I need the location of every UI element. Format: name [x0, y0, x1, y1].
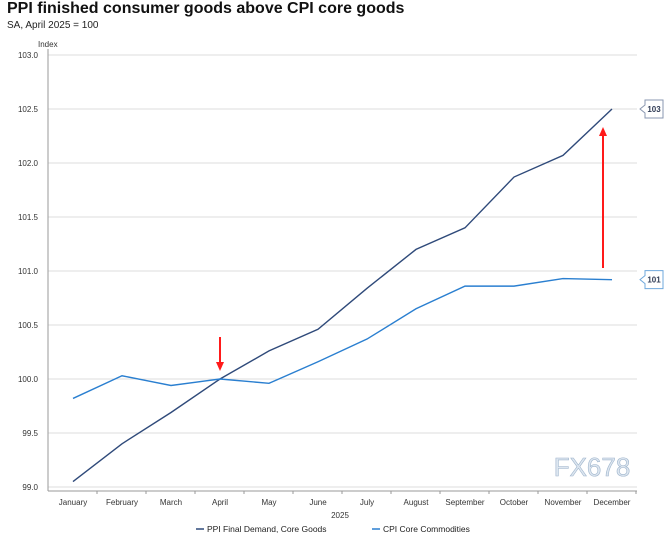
- svg-text:CPI Core Commodities: CPI Core Commodities: [383, 524, 470, 534]
- y-tick-label: 102.5: [18, 105, 39, 114]
- x-tick-label: July: [360, 498, 374, 507]
- series-line-1: [72, 277, 613, 400]
- chart-subtitle: SA, April 2025 = 100: [7, 20, 99, 31]
- x-tick-label: March: [160, 498, 182, 507]
- x-tick-label: October: [500, 498, 529, 507]
- series-line-0: [72, 108, 613, 483]
- y-tick-label: 103.0: [18, 51, 39, 60]
- y-tick-label: 102.0: [18, 159, 39, 168]
- x-tick-label: December: [594, 498, 631, 507]
- end-value-callout: 103: [639, 99, 664, 119]
- y-axis-label: Index: [38, 40, 58, 49]
- red-arrow-up: [599, 127, 607, 268]
- x-tick-label: May: [261, 498, 276, 507]
- x-tick-label: November: [545, 498, 582, 507]
- svg-text:PPI Final Demand, Core Goods: PPI Final Demand, Core Goods: [207, 524, 327, 534]
- legend-item: PPI Final Demand, Core Goods: [196, 524, 327, 534]
- y-tick-label: 101.5: [18, 213, 39, 222]
- x-tick-label: August: [404, 498, 430, 507]
- y-tick-label: 100.0: [18, 375, 39, 384]
- svg-text:103: 103: [647, 105, 661, 114]
- end-value-callout: 101: [639, 270, 664, 290]
- legend-item: CPI Core Commodities: [372, 524, 470, 534]
- y-tick-label: 99.0: [22, 483, 38, 492]
- x-tick-label: June: [309, 498, 327, 507]
- svg-text:101: 101: [647, 276, 661, 285]
- x-tick-label: February: [106, 498, 138, 507]
- red-arrow-down: [216, 337, 224, 371]
- watermark: FX678: [554, 452, 631, 482]
- x-axis-label: 2025: [331, 511, 349, 520]
- x-tick-label: April: [212, 498, 228, 507]
- y-tick-label: 100.5: [18, 321, 39, 330]
- y-tick-label: 101.0: [18, 267, 39, 276]
- y-tick-label: 99.5: [22, 429, 38, 438]
- x-tick-label: January: [59, 498, 87, 507]
- x-tick-label: September: [445, 498, 484, 507]
- chart-title: PPI finished consumer goods above CPI co…: [7, 0, 405, 17]
